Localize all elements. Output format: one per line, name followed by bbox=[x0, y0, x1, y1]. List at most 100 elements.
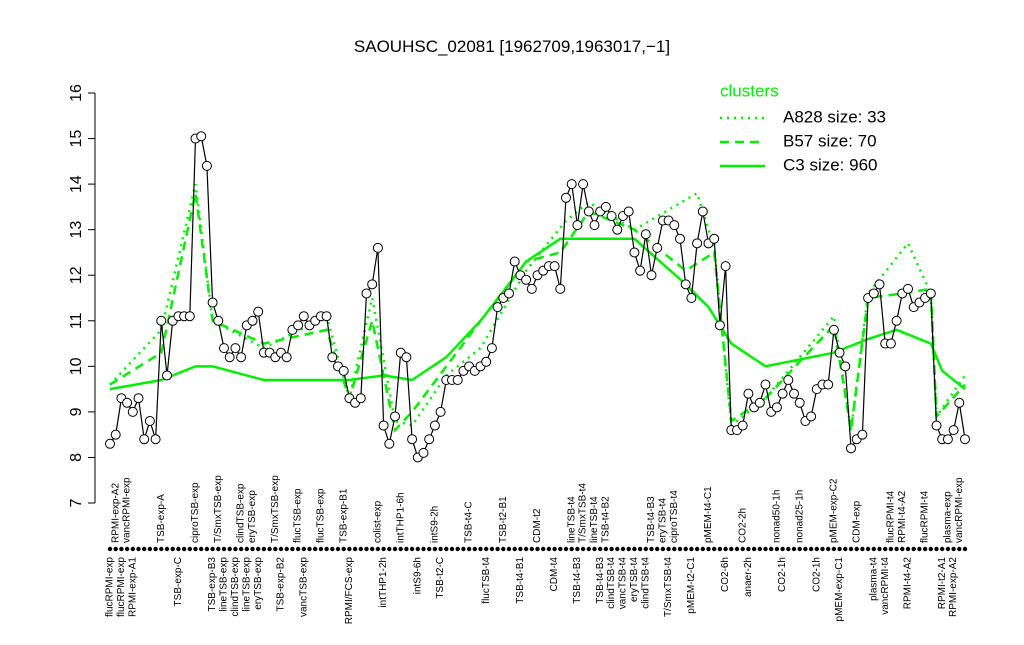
cluster-line bbox=[109, 237, 966, 391]
data-point bbox=[384, 438, 395, 449]
rug-dot bbox=[626, 546, 631, 552]
data-point bbox=[219, 343, 229, 354]
data-point bbox=[714, 320, 725, 331]
data-point bbox=[281, 352, 292, 363]
data-point bbox=[789, 388, 799, 399]
rug-dot bbox=[136, 546, 141, 552]
x-tick-label: plasma-exp bbox=[943, 491, 954, 543]
rug-dot bbox=[592, 546, 597, 552]
data-point bbox=[680, 279, 691, 290]
data-point bbox=[372, 242, 383, 253]
legend-label: C3 size: 960 bbox=[783, 155, 878, 174]
rug-dot bbox=[449, 546, 455, 552]
rug-dot bbox=[945, 546, 951, 552]
x-tick-label: intS9-6h bbox=[412, 557, 423, 594]
rug-dot bbox=[558, 546, 563, 552]
x-tick-label: plasma-t4 bbox=[868, 557, 879, 601]
x-tick-label: TSB-t4-B1 bbox=[515, 557, 526, 604]
x-tick-label: TSB-t4-B3 bbox=[646, 496, 657, 543]
rug-dot bbox=[803, 546, 808, 552]
rug-dot bbox=[261, 546, 267, 552]
data-point bbox=[418, 447, 429, 458]
rug-dot bbox=[375, 546, 381, 552]
data-point bbox=[521, 274, 532, 285]
rug-dot bbox=[854, 546, 859, 552]
rug-dot bbox=[746, 546, 751, 552]
data-point bbox=[572, 220, 583, 231]
x-tick-label: CO2-1h bbox=[777, 557, 788, 592]
rug-dot bbox=[324, 546, 329, 552]
rug-dot bbox=[107, 546, 113, 552]
rug-dot bbox=[267, 546, 272, 552]
rug-dot bbox=[409, 546, 415, 552]
rug-dot bbox=[301, 546, 306, 552]
data-point bbox=[589, 220, 600, 231]
rug-dot bbox=[900, 546, 905, 552]
x-tick-label: pMEM-t2-C1 bbox=[686, 557, 697, 614]
rug-dot bbox=[455, 546, 460, 552]
data-point bbox=[150, 434, 161, 445]
rug-dot bbox=[883, 546, 888, 552]
data-point bbox=[857, 429, 868, 440]
data-point bbox=[640, 229, 651, 240]
rug-dot bbox=[352, 546, 358, 552]
rug-dot bbox=[518, 546, 523, 552]
x-tick-label: RPMI-exp-A2 bbox=[110, 483, 121, 543]
rug-dot bbox=[307, 546, 312, 552]
rug-dot bbox=[848, 546, 854, 552]
rug-dot bbox=[432, 546, 438, 552]
y-tick-label: 9 bbox=[68, 407, 85, 416]
x-tick-label: CO2-6h bbox=[720, 557, 731, 592]
rug-dot bbox=[347, 546, 352, 552]
data-point bbox=[110, 429, 121, 440]
rug-dot bbox=[666, 546, 671, 552]
x-tick-label: TSB-t2-B1 bbox=[498, 496, 509, 543]
data-point bbox=[492, 302, 503, 313]
rug-dot bbox=[603, 546, 609, 552]
data-point bbox=[429, 420, 440, 431]
rug-dot bbox=[233, 546, 238, 552]
x-tick-label: flucRPMI-t4 bbox=[920, 490, 931, 543]
x-tick-label: CDM-t4 bbox=[549, 557, 560, 592]
data-point bbox=[806, 411, 817, 422]
data-point bbox=[224, 352, 235, 363]
rug-dot bbox=[672, 546, 677, 552]
rug-dot bbox=[501, 546, 506, 552]
rug-dot bbox=[951, 546, 956, 552]
x-tick-label: ciproTSB-exp bbox=[190, 482, 201, 543]
y-tick-label: 11 bbox=[68, 312, 85, 329]
rug-dot bbox=[922, 546, 928, 552]
rug-dot bbox=[193, 546, 198, 552]
x-tick-label: vancTSB-exp bbox=[298, 557, 309, 617]
x-tick-label: RPMI-exp-A1 bbox=[127, 557, 138, 617]
rug-dot bbox=[546, 546, 552, 552]
data-point bbox=[709, 233, 720, 244]
rug-dot bbox=[227, 546, 232, 552]
data-point bbox=[737, 420, 748, 431]
rug-dot bbox=[124, 546, 130, 552]
x-tick-label: pMEM-t4-C1 bbox=[703, 486, 714, 543]
rug-dot bbox=[569, 546, 574, 552]
data-point bbox=[925, 288, 936, 299]
rug-dot bbox=[438, 546, 443, 552]
data-point bbox=[361, 288, 372, 299]
data-point bbox=[669, 220, 680, 231]
rug-dot bbox=[295, 546, 301, 552]
x-tick-label: vancRPMI-exp bbox=[122, 477, 133, 543]
data-line bbox=[109, 135, 966, 459]
rug-dot bbox=[170, 546, 175, 552]
rug-dot bbox=[512, 546, 517, 552]
data-point bbox=[526, 283, 537, 294]
y-tick-label: 13 bbox=[68, 221, 85, 239]
data-point bbox=[196, 131, 207, 142]
rug-dot bbox=[563, 546, 569, 552]
x-tick-label: TSB-t4-B3 bbox=[572, 557, 583, 604]
data-point bbox=[481, 356, 492, 367]
rug-dot bbox=[774, 546, 780, 552]
rug-dot bbox=[119, 546, 124, 552]
data-point bbox=[960, 434, 970, 445]
rug-dot bbox=[204, 546, 210, 552]
rug-dot bbox=[700, 546, 705, 552]
rug-dot bbox=[392, 546, 398, 552]
